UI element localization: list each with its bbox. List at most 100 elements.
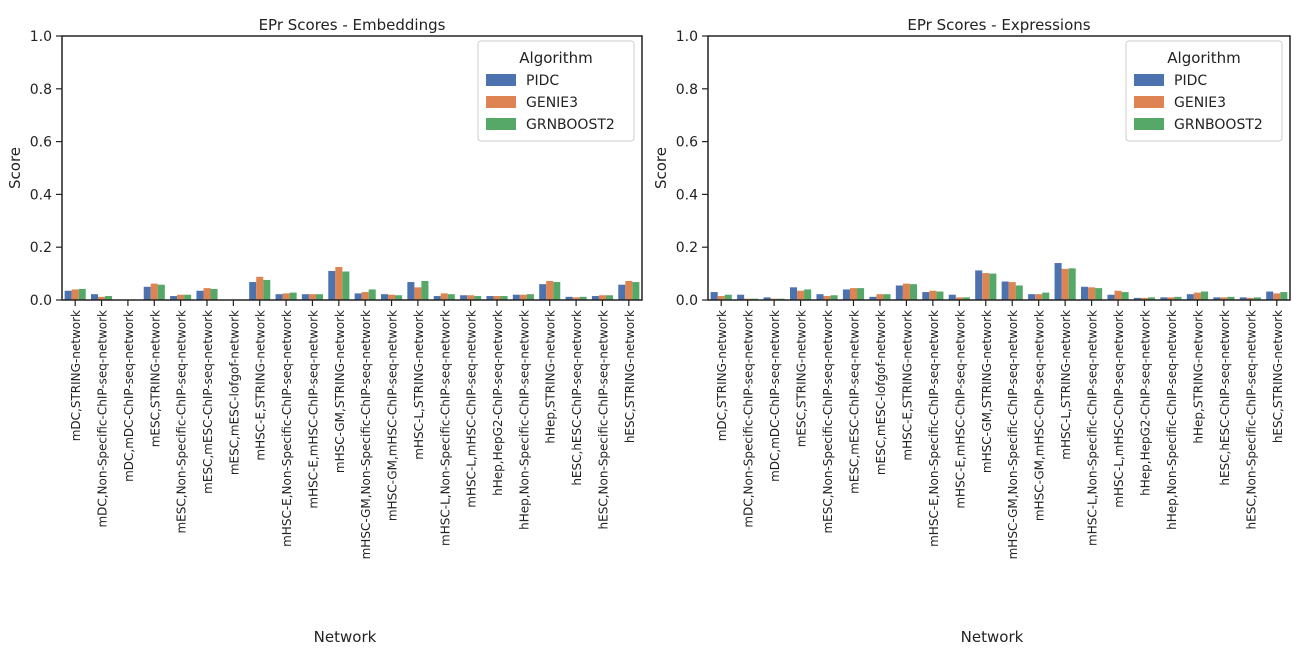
x-tick-label: mDC,Non-Specific-ChIP-seq-network [96,310,110,528]
x-tick-label: mDC,Non-Specific-ChIP-seq-network [742,310,756,528]
x-tick-label: hESC,hESC-ChIP-seq-network [1218,310,1232,486]
x-axis-label: Network [961,628,1024,646]
legend-swatch-genie3 [1134,96,1164,108]
x-tick-label: hHep,STRING-network [544,310,558,444]
x-tick-label: mHSC-GM,mHSC-ChIP-seq-network [1033,310,1047,521]
bar-grnboost2 [632,282,640,300]
bar-grnboost2 [1015,285,1023,300]
bar-pidc [64,290,72,300]
bar-genie3 [282,293,290,300]
bar-pidc [591,296,599,300]
legend-swatch-pidc [486,74,516,86]
bar-grnboost2 [883,294,891,300]
bar-pidc [948,294,956,300]
x-tick-label: mESC,Non-Specific-ChIP-seq-network [175,310,189,534]
bar-grnboost2 [605,295,613,300]
bar-genie3 [955,297,963,300]
bar-genie3 [823,296,831,300]
x-tick-label: mHSC-GM,STRING-network [980,310,994,473]
bar-pidc [1160,297,1168,300]
x-tick-label: mESC,mESC-ChIP-seq-network [848,310,862,494]
bar-genie3 [256,276,264,300]
y-tick-label: 0.6 [676,135,698,151]
bar-pidc [869,296,877,300]
bar-pidc [922,292,930,300]
x-tick-label: hHep,HepG2-ChIP-seq-network [491,310,505,496]
x-tick-label: mHSC-L,STRING-network [412,310,426,460]
y-tick-label: 0.0 [676,293,698,309]
bar-pidc [301,294,309,300]
legend-label-grnboost2: GRNBOOST2 [526,117,615,133]
x-tick-label: mHSC-E,Non-Specific-ChIP-seq-network [280,310,294,547]
legend-swatch-grnboost2 [486,118,516,130]
legend-label-genie3: GENIE3 [526,95,578,111]
bar-genie3 [1008,282,1016,300]
bar-grnboost2 [474,296,482,300]
bar-grnboost2 [289,292,297,300]
bar-grnboost2 [1095,288,1103,300]
bar-genie3 [308,294,316,300]
bar-genie3 [797,290,805,300]
bar-grnboost2 [1227,296,1235,300]
bar-pidc [143,286,151,300]
x-tick-label: hHep,Non-Specific-ChIP-seq-network [517,310,531,530]
bar-pidc [328,270,336,300]
bar-pidc [1133,297,1141,300]
bar-grnboost2 [553,282,561,300]
bar-genie3 [388,294,396,300]
bar-grnboost2 [184,294,192,300]
bar-grnboost2 [395,295,403,300]
legend-swatch-grnboost2 [1134,118,1164,130]
bar-grnboost2 [936,291,944,300]
bar-genie3 [876,294,884,300]
x-tick-label: mDC,STRING-network [69,310,83,441]
bar-pidc [618,284,626,300]
bar-pidc [842,289,850,300]
bar-pidc [381,294,389,300]
bar-pidc [1054,263,1062,300]
bar-genie3 [849,288,858,300]
x-tick-label: mHSC-GM,Non-Specific-ChIP-seq-network [1006,310,1020,559]
bar-grnboost2 [421,280,429,300]
bar-pidc [1213,297,1221,300]
bar-genie3 [1035,294,1043,300]
bar-pidc [763,297,771,300]
bar-grnboost2 [500,296,508,300]
x-tick-label: mHSC-E,STRING-network [900,310,914,461]
bar-genie3 [71,289,79,300]
legend: Algorithm PIDC GENIE3 GRNBOOST2 [477,40,635,142]
bar-genie3 [150,283,158,300]
bar-pidc [433,296,441,300]
legend-label-grnboost2: GRNBOOST2 [1174,117,1263,133]
x-tick-label: mESC,mESC-lofgof-network [874,310,888,475]
bar-grnboost2 [1148,297,1156,300]
bar-genie3 [572,297,580,300]
x-tick-label: mHSC-E,mHSC-ChIP-seq-network [953,310,967,509]
bar-genie3 [1246,297,1254,300]
legend-label-genie3: GENIE3 [1174,95,1226,111]
bar-pidc [710,292,718,300]
x-tick-label: mESC,mESC-lofgof-network [227,310,241,475]
y-tick-label: 0.4 [676,187,698,203]
bar-pidc [565,296,573,300]
legend-swatch-pidc [1134,74,1164,86]
x-tick-label: hHep,HepG2-ChIP-seq-network [1139,310,1153,496]
bar-genie3 [335,267,343,300]
bar-genie3 [414,287,422,300]
bar-pidc [275,294,283,300]
x-tick-label: mHSC-GM,STRING-network [333,310,347,473]
x-tick-label: mHSC-L,STRING-network [1059,310,1073,460]
x-tick-label: mESC,STRING-network [148,310,162,447]
y-tick-label: 0.4 [30,187,52,203]
x-tick-label: mESC,STRING-network [795,310,809,447]
bar-genie3 [440,293,448,300]
bar-grnboost2 [263,279,271,300]
y-tick-label: 0.0 [30,293,52,309]
bar-pidc [975,270,983,300]
legend: Algorithm PIDC GENIE3 GRNBOOST2 [1125,40,1283,142]
bar-genie3 [902,283,910,300]
bar-pidc [790,287,798,300]
bar-genie3 [598,295,606,300]
